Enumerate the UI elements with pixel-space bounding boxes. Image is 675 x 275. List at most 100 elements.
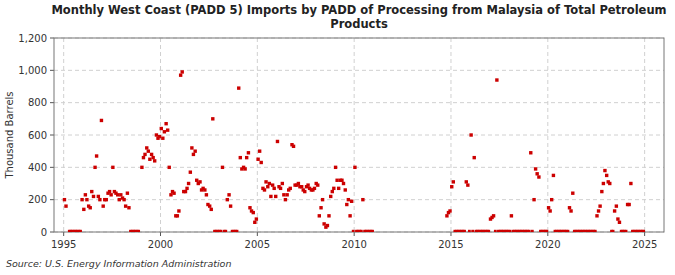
- point: [321, 198, 324, 201]
- tick-x: [354, 232, 355, 236]
- point: [326, 224, 329, 227]
- point: [180, 70, 183, 73]
- point: [285, 193, 288, 196]
- point: [168, 166, 171, 169]
- point: [269, 195, 272, 198]
- point: [145, 146, 148, 149]
- grid-line-y: [54, 135, 664, 136]
- point: [371, 230, 374, 232]
- point: [331, 190, 334, 193]
- point: [185, 187, 188, 190]
- point: [253, 221, 256, 224]
- title: Monthly West Coast (PADD 5) Imports by P…: [51, 3, 666, 31]
- point: [615, 204, 618, 207]
- point: [602, 182, 605, 185]
- point: [84, 193, 87, 196]
- point: [229, 204, 232, 207]
- point: [187, 182, 190, 185]
- grid-line-x: [257, 38, 258, 232]
- point: [327, 214, 330, 217]
- point: [172, 192, 175, 195]
- point: [595, 214, 598, 217]
- point: [111, 166, 114, 169]
- point: [176, 214, 179, 217]
- point: [569, 209, 572, 212]
- tick-y: [50, 199, 54, 200]
- point: [613, 209, 616, 212]
- tick-x: [644, 232, 645, 236]
- point: [153, 159, 156, 162]
- grid-line-x: [450, 38, 451, 232]
- point: [594, 230, 597, 232]
- tick-label-x: 2025: [632, 239, 657, 250]
- point: [163, 130, 166, 133]
- point: [329, 195, 332, 198]
- chart: 02004006008001,0001,20019952000200520102…: [0, 0, 675, 275]
- point: [155, 133, 158, 136]
- point: [101, 204, 104, 207]
- point: [158, 135, 161, 138]
- point: [169, 193, 172, 196]
- point: [319, 206, 322, 209]
- point: [337, 187, 340, 190]
- tick-label-x: 2000: [148, 239, 173, 250]
- tick-y: [50, 70, 54, 71]
- point: [550, 198, 553, 201]
- point: [463, 230, 466, 232]
- point: [347, 198, 350, 201]
- annotation: Source: U.S. Energy Information Administ…: [6, 258, 231, 269]
- point: [545, 230, 548, 232]
- point: [537, 175, 540, 178]
- point: [552, 174, 555, 177]
- point: [353, 166, 356, 169]
- y-axis-label: Thousand Barrels: [4, 91, 15, 179]
- point: [531, 230, 534, 232]
- point: [361, 198, 364, 201]
- grid-line-y: [54, 70, 664, 71]
- tick-x: [63, 232, 64, 236]
- point: [109, 193, 112, 196]
- point: [598, 204, 601, 207]
- point: [166, 128, 169, 131]
- point: [303, 190, 306, 193]
- point: [100, 119, 103, 122]
- point: [345, 203, 348, 206]
- point: [258, 149, 261, 152]
- point: [468, 230, 471, 232]
- plot-frame: [54, 38, 664, 232]
- tick-label-x: 2005: [245, 239, 270, 250]
- point: [82, 208, 85, 211]
- point: [274, 195, 277, 198]
- point: [92, 195, 95, 198]
- title-line: Monthly West Coast (PADD 5) Imports by P…: [51, 3, 666, 17]
- point: [297, 182, 300, 185]
- point: [263, 188, 266, 191]
- point: [600, 190, 603, 193]
- grid-line-x: [644, 38, 645, 232]
- point: [203, 188, 206, 191]
- point: [210, 208, 213, 211]
- point: [571, 192, 574, 195]
- grid-line-x: [547, 38, 548, 232]
- point: [150, 153, 153, 156]
- tick-label-y: 600: [28, 130, 47, 141]
- point: [627, 203, 630, 206]
- point: [264, 180, 267, 183]
- point: [618, 221, 621, 224]
- point: [193, 149, 196, 152]
- point: [189, 170, 192, 173]
- point: [85, 198, 88, 201]
- tick-x: [547, 232, 548, 236]
- point: [205, 193, 208, 196]
- point: [127, 206, 130, 209]
- point: [211, 117, 214, 120]
- tick-x: [450, 232, 451, 236]
- point: [342, 182, 345, 185]
- point: [322, 222, 325, 225]
- point: [548, 209, 551, 212]
- tick-y: [50, 167, 54, 168]
- point: [227, 193, 230, 196]
- point: [279, 187, 282, 190]
- point: [268, 182, 271, 185]
- point: [625, 230, 628, 232]
